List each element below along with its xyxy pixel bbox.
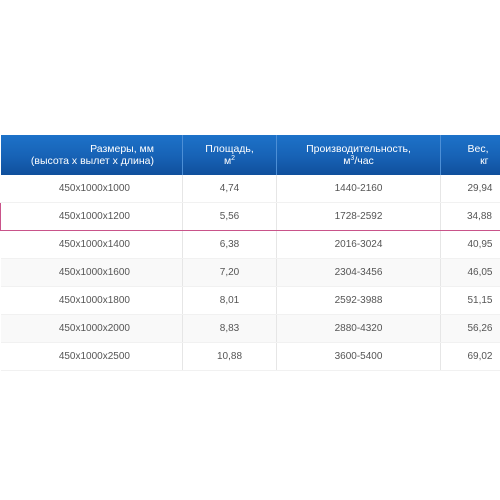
cell-weight: 46,05 <box>440 258 500 287</box>
cell-capacity: 2592-3988 <box>276 286 441 315</box>
table-header: Размеры, мм (высота х вылет х длина) Пло… <box>0 135 500 175</box>
header-capacity: Производительность, м3/час <box>276 135 441 175</box>
header-weight: Вес, кг <box>440 135 500 175</box>
cell-weight: 56,26 <box>440 314 500 343</box>
cell-dimensions: 450х1000х1000 <box>0 175 183 203</box>
cell-dimensions: 450х1000х1800 <box>0 286 183 315</box>
header-dimensions-line1: Размеры, мм <box>90 143 154 155</box>
cell-area: 8,83 <box>182 314 277 343</box>
table-row-highlighted: 450х1000х1200 5,56 1728-2592 34,88 <box>0 202 500 231</box>
header-area-line2: м2 <box>189 155 270 167</box>
cell-area: 5,56 <box>182 202 277 231</box>
header-area-unit: м <box>223 155 232 167</box>
header-row: Размеры, мм (высота х вылет х длина) Пло… <box>0 135 500 175</box>
table-row: 450х1000х1400 6,38 2016-3024 40,95 <box>0 230 500 259</box>
header-capacity-line2: м3/час <box>283 155 434 167</box>
cell-weight: 69,02 <box>440 342 500 371</box>
cell-dimensions: 450х1000х1600 <box>0 258 183 287</box>
header-dimensions-line2: (высота х вылет х длина) <box>30 155 154 167</box>
cell-dimensions: 450х1000х1200 <box>0 202 183 231</box>
header-capacity-unit: м <box>343 155 351 167</box>
table-row: 450х1000х1600 7,20 2304-3456 46,05 <box>0 258 500 287</box>
cell-weight: 40,95 <box>440 230 500 259</box>
cell-area: 6,38 <box>182 230 277 259</box>
cell-dimensions: 450х1000х2500 <box>0 342 183 371</box>
cell-dimensions: 450х1000х1400 <box>0 230 183 259</box>
cell-capacity: 2016-3024 <box>276 230 441 259</box>
table-row: 450х1000х2500 10,88 3600-5400 69,02 <box>0 342 500 371</box>
table-row: 450х1000х1000 4,74 1440-2160 29,94 <box>0 175 500 203</box>
header-capacity-line1: Производительность, <box>306 143 411 155</box>
header-capacity-exponent: 3 <box>350 155 355 162</box>
cell-area: 10,88 <box>182 342 277 371</box>
cell-weight: 29,94 <box>440 175 500 203</box>
cell-capacity: 2880-4320 <box>276 314 441 343</box>
table-row: 450х1000х2000 8,83 2880-4320 56,26 <box>0 314 500 343</box>
cell-weight: 34,88 <box>440 202 500 231</box>
cell-dimensions: 450х1000х2000 <box>0 314 183 343</box>
cell-capacity: 3600-5400 <box>276 342 441 371</box>
header-dimensions: Размеры, мм (высота х вылет х длина) <box>0 135 183 175</box>
table-body: 450х1000х1000 4,74 1440-2160 29,94 450х1… <box>0 175 500 371</box>
header-area-line1: Площадь, <box>205 143 254 155</box>
specifications-table: Размеры, мм (высота х вылет х длина) Пло… <box>0 135 500 371</box>
header-area-exponent: 2 <box>231 155 236 162</box>
cell-capacity: 1440-2160 <box>276 175 441 203</box>
cell-area: 4,74 <box>182 175 277 203</box>
cell-capacity: 1728-2592 <box>276 202 441 231</box>
cell-capacity: 2304-3456 <box>276 258 441 287</box>
table-row: 450х1000х1800 8,01 2592-3988 51,15 <box>0 286 500 315</box>
cell-weight: 51,15 <box>440 286 500 315</box>
header-weight-line1: Вес, <box>467 143 489 155</box>
header-weight-line2: кг <box>480 155 489 167</box>
cell-area: 8,01 <box>182 286 277 315</box>
header-capacity-unit-suffix: /час <box>354 155 374 167</box>
header-area: Площадь, м2 <box>182 135 277 175</box>
cell-area: 7,20 <box>182 258 277 287</box>
